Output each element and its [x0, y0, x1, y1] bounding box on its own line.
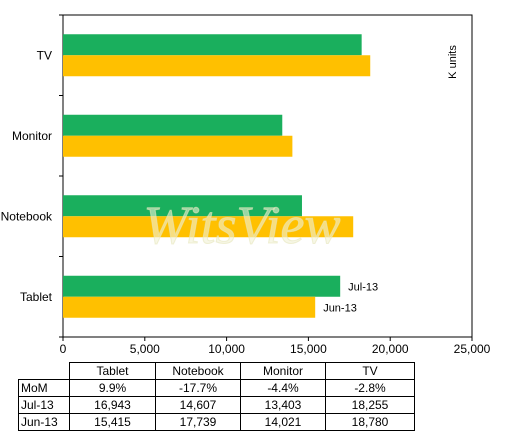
row-label: MoM — [18, 379, 70, 397]
bar-tablet-jun-13 — [63, 296, 316, 318]
column-header: Tablet — [69, 362, 156, 380]
table-cell: 16,943 — [69, 396, 156, 414]
category-label: Monitor — [12, 129, 52, 143]
series-label: Jul-13 — [348, 281, 378, 293]
table-cell: -2.8% — [325, 379, 415, 397]
column-header: Notebook — [155, 362, 241, 380]
column-header: TV — [325, 362, 415, 380]
table-cell: 14,607 — [155, 396, 241, 414]
row-label: Jun-13 — [18, 413, 70, 431]
table-cell: 17,739 — [155, 413, 241, 431]
x-tick-label: 25,000 — [454, 342, 491, 356]
series-label: Jun-13 — [323, 302, 357, 314]
x-tick-label: 10,000 — [208, 342, 245, 356]
bar-tv-jul-13 — [63, 34, 362, 56]
category-label: Tablet — [20, 290, 53, 304]
category-label: Notebook — [1, 209, 53, 223]
x-tick-label: 5,000 — [130, 342, 160, 356]
table-row: MoM 9.9% -17.7% -4.4% -2.8% — [18, 379, 415, 397]
table-cell: 18,255 — [325, 396, 415, 414]
bar-tablet-jul-13 — [63, 275, 341, 297]
table-row: Jul-13 16,943 14,607 13,403 18,255 — [18, 396, 415, 414]
row-label: Jul-13 — [18, 396, 70, 414]
table-row: Jun-13 15,415 17,739 14,021 18,780 — [18, 413, 415, 431]
table-header-row: Tablet Notebook Monitor TV — [18, 362, 415, 380]
table-cell: 14,021 — [240, 413, 326, 431]
table-cell: 9.9% — [69, 379, 156, 397]
table-cell: 13,403 — [240, 396, 326, 414]
table-cell: -17.7% — [155, 379, 241, 397]
table-corner — [18, 362, 70, 380]
x-tick-label: 15,000 — [290, 342, 327, 356]
watermark: WitsView — [144, 195, 341, 255]
category-label: TV — [37, 48, 52, 62]
table-cell: 15,415 — [69, 413, 156, 431]
column-header: Monitor — [240, 362, 326, 380]
bar-notebook-jun-13 — [63, 216, 354, 238]
table-cell: -4.4% — [240, 379, 326, 397]
table-cell: 18,780 — [325, 413, 415, 431]
bar-monitor-jun-13 — [63, 135, 293, 157]
bar-tv-jun-13 — [63, 55, 371, 77]
bar-chart: TV Monitor Notebook Tablet 0 5,000 10,000 15,0… — [1, 14, 491, 356]
data-table: Tablet Notebook Monitor TV MoM 9.9% -17.… — [18, 362, 415, 431]
bar-monitor-jul-13 — [63, 114, 283, 136]
bar-notebook-jul-13 — [63, 195, 302, 217]
x-tick-label: 20,000 — [372, 342, 409, 356]
x-tick-label: 0 — [60, 342, 67, 356]
unit-label: K units — [447, 45, 459, 79]
